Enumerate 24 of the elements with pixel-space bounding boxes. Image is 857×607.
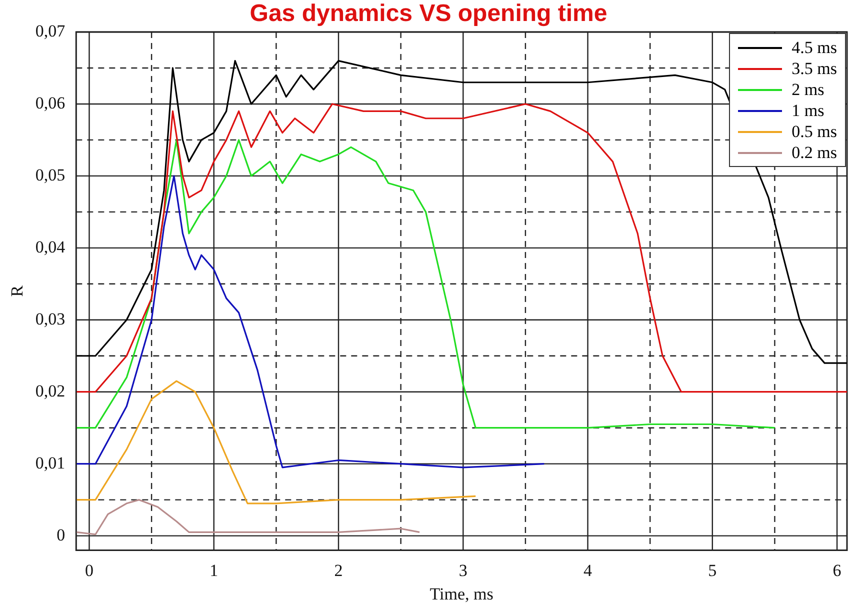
x-axis-title: Time, ms — [430, 584, 494, 604]
y-tick-label: 0,07 — [35, 21, 66, 40]
legend-label: 2 ms — [792, 80, 824, 100]
y-tick-label: 0,06 — [35, 93, 66, 112]
y-tick-label: 0,01 — [35, 453, 66, 472]
y-axis-title: R — [8, 284, 27, 297]
legend-label: 4.5 ms — [792, 38, 837, 58]
y-tick-label: 0 — [56, 525, 66, 544]
legend-label: 0.5 ms — [792, 122, 837, 142]
legend-label: 3.5 ms — [792, 58, 837, 78]
y-tick-label: 0,04 — [35, 237, 66, 256]
legend-label: 1 ms — [792, 100, 824, 120]
x-tick-label: 2 — [334, 560, 343, 580]
x-tick-label: 1 — [210, 560, 218, 580]
x-tick-label: 4 — [584, 560, 593, 580]
y-tick-label: 0,03 — [35, 309, 66, 328]
chart-title: Gas dynamics VS opening time — [250, 0, 608, 27]
x-tick-label: 5 — [708, 560, 717, 580]
x-tick-label: 3 — [458, 560, 468, 580]
y-tick-label: 0,05 — [35, 165, 66, 184]
x-tick-label: 0 — [84, 560, 94, 580]
y-tick-label: 0,02 — [35, 381, 66, 400]
x-tick-label: 6 — [832, 560, 842, 580]
legend-label: 0.2 ms — [792, 142, 837, 162]
